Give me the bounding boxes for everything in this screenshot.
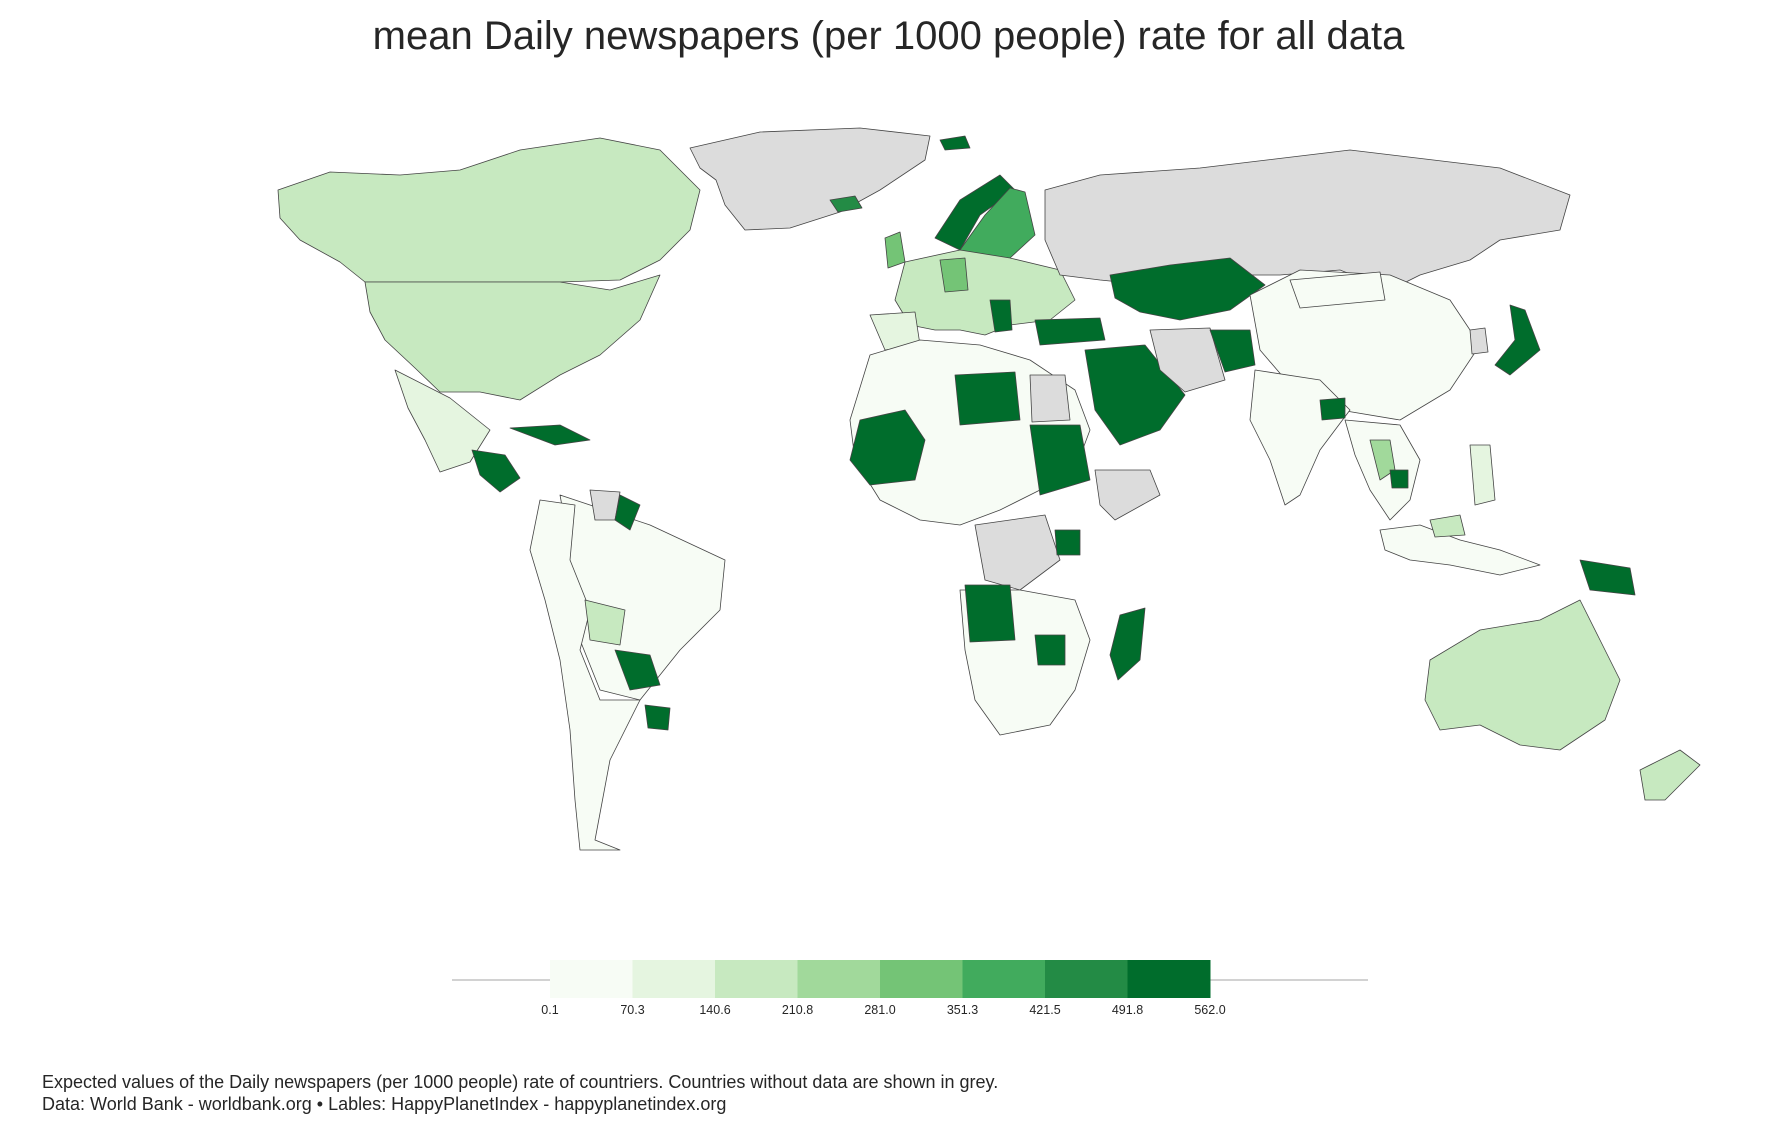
colorbar-tick-label: 210.8 — [781, 1003, 814, 1017]
region-zimbabwe — [1034, 634, 1066, 666]
region-kazakhstan — [1109, 257, 1266, 321]
colorbar-cell — [962, 960, 1046, 998]
colorbar-tick-label: 421.5 — [1029, 1003, 1061, 1017]
colorbar-cell — [715, 960, 798, 998]
colorbar-tick-label: 0.1 — [541, 1003, 559, 1017]
region-sudan — [1029, 424, 1091, 496]
colorbar-cell — [880, 960, 963, 998]
region-bolivia — [584, 599, 626, 646]
region-japan — [1494, 304, 1541, 376]
region-russia — [1044, 149, 1571, 291]
region-cuba — [509, 424, 591, 446]
region-madagascar — [1109, 607, 1146, 681]
region-turkey — [1034, 317, 1106, 346]
region-cambodia — [1389, 469, 1409, 489]
region-angola — [964, 584, 1016, 643]
region-canada — [277, 137, 701, 283]
region-usa — [364, 274, 661, 401]
region-central-africa — [974, 514, 1061, 591]
region-andean — [529, 499, 641, 851]
colorbar-tick-label: 491.8 — [1111, 1003, 1144, 1017]
region-central-america — [471, 449, 521, 493]
colorbar-cell — [797, 960, 881, 998]
colorbar-tick-label: 140.6 — [699, 1003, 731, 1017]
region-germany — [939, 257, 969, 293]
colorbar-tick-label: 281.0 — [864, 1003, 896, 1017]
region-guyana — [614, 494, 641, 531]
region-balkans — [989, 299, 1013, 333]
region-philippines — [1469, 444, 1496, 506]
region-paraguay — [614, 649, 661, 691]
colorbar-tick-label: 562.0 — [1194, 1003, 1226, 1017]
world-map — [277, 127, 1701, 851]
region-iceland — [829, 195, 863, 213]
region-mongolia — [1289, 271, 1386, 309]
region-australia — [1424, 599, 1621, 751]
region-mexico — [394, 369, 491, 473]
region-korea — [1469, 327, 1489, 355]
region-iran — [1149, 327, 1226, 393]
caption-line-1: Expected values of the Daily newspapers … — [42, 1072, 999, 1092]
region-mali — [849, 409, 926, 486]
colorbar-tick-label: 351.3 — [946, 1003, 979, 1017]
colorbar-cell — [550, 960, 633, 998]
region-svalbard — [939, 135, 971, 151]
caption: Expected values of the Daily newspapers … — [42, 1071, 998, 1115]
region-uruguay — [644, 704, 671, 731]
caption-line-2: Data: World Bank - worldbank.org • Lable… — [42, 1094, 727, 1114]
region-nz — [1639, 749, 1701, 801]
region-malaysia — [1429, 514, 1466, 538]
region-png — [1579, 559, 1636, 596]
region-horn — [1094, 469, 1161, 521]
colorbar-cell — [1045, 960, 1128, 998]
region-uganda — [1054, 529, 1081, 556]
colorbar-cell — [1127, 960, 1211, 998]
region-egypt — [1029, 374, 1071, 423]
region-afghanistan — [1209, 329, 1256, 373]
colorbar-cell — [632, 960, 716, 998]
map-title: mean Daily newspapers (per 1000 people) … — [372, 14, 1405, 58]
region-libya — [954, 371, 1021, 426]
region-bangladesh — [1319, 397, 1346, 421]
colorbar-tick-label: 70.3 — [620, 1003, 645, 1017]
